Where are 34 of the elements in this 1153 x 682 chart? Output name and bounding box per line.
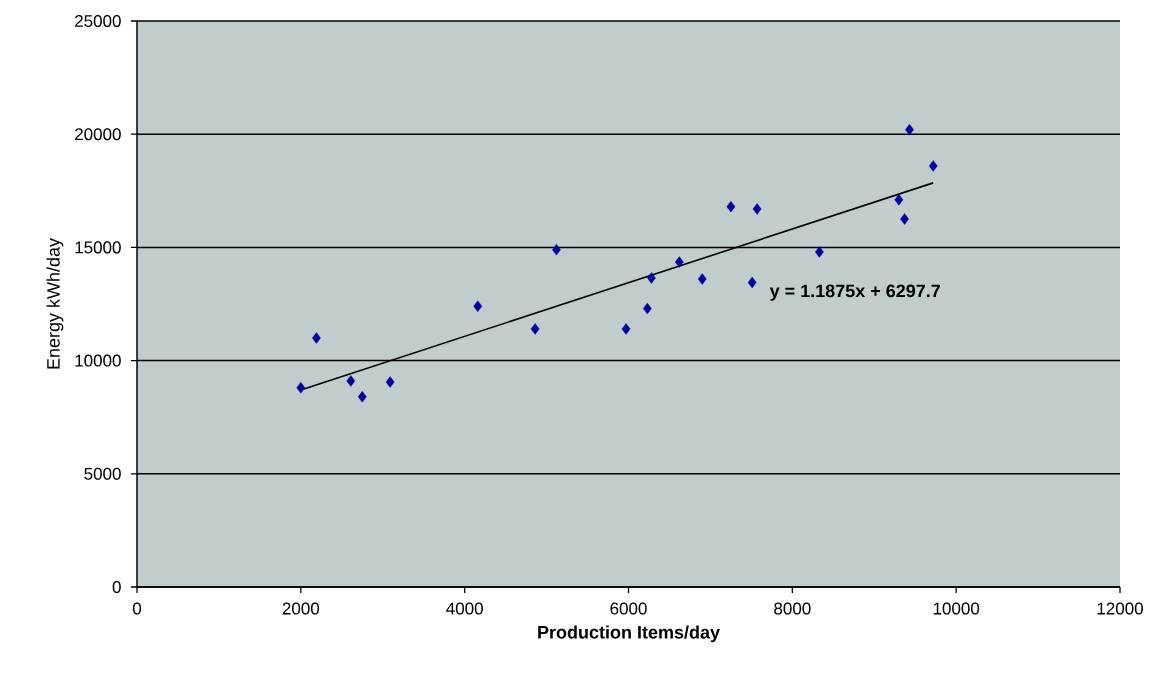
y-tick-label: 10000 <box>75 354 121 367</box>
point <box>815 246 824 258</box>
point <box>385 376 395 388</box>
y-tick-label: 15000 <box>75 241 121 254</box>
y-tick-label: 20000 <box>75 128 121 141</box>
point <box>928 160 938 172</box>
point <box>473 300 483 312</box>
point <box>346 375 356 387</box>
point <box>674 256 684 268</box>
point <box>647 272 656 284</box>
y-tick-label: 0 <box>112 580 121 594</box>
point <box>621 323 631 335</box>
x-tick-label: 2000 <box>282 602 320 615</box>
point <box>296 382 306 394</box>
x-tick-label: 12000 <box>1097 602 1143 615</box>
point <box>312 332 321 344</box>
annotation: y = 1.1875x + 6297.7 <box>769 284 940 301</box>
x-tick-label: 0 <box>132 602 142 615</box>
x-tick-label: 6000 <box>610 602 647 615</box>
y-axis-title: Energy kWh/day <box>46 238 64 369</box>
point <box>900 213 909 225</box>
x-tick-label: 10000 <box>933 602 980 615</box>
point <box>697 273 707 285</box>
y-tick-label: 25000 <box>75 14 121 28</box>
x-tick-label: 8000 <box>774 602 811 615</box>
point <box>357 391 367 403</box>
point <box>894 194 904 206</box>
y-tick-label: 5000 <box>84 467 121 480</box>
point <box>747 276 757 289</box>
x-tick-label: 4000 <box>446 602 483 615</box>
point <box>530 323 540 335</box>
point <box>726 200 736 213</box>
x-axis-title: Production Items/day <box>538 625 720 643</box>
point <box>752 203 762 215</box>
